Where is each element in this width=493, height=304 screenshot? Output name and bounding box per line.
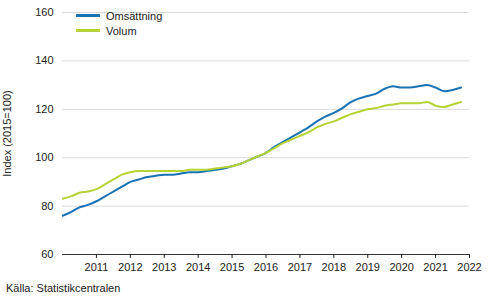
svg-text:2020: 2020 [389,261,413,273]
svg-text:2018: 2018 [322,261,346,273]
svg-text:2022: 2022 [457,261,481,273]
svg-text:2015: 2015 [220,261,244,273]
svg-text:2012: 2012 [118,261,142,273]
svg-text:100: 100 [35,151,53,163]
svg-text:2014: 2014 [186,261,210,273]
svg-text:2017: 2017 [288,261,312,273]
svg-text:80: 80 [41,200,53,212]
svg-text:2019: 2019 [356,261,380,273]
svg-text:60: 60 [41,248,53,260]
svg-text:2021: 2021 [423,261,447,273]
html-text:Volum: Volum [106,24,137,37]
svg-text:2013: 2013 [152,261,176,273]
svg-text:140: 140 [35,54,53,66]
html-text:Omsättning: Omsättning [106,9,163,22]
svg-text:160: 160 [35,6,53,18]
svg-text:120: 120 [35,103,53,115]
svg-text:2016: 2016 [254,261,278,273]
html-text:Källa: Statistikcentralen: Källa: Statistikcentralen [6,282,121,294]
svg-text:Index (2015=100): Index (2015=100) [1,90,13,177]
svg-text:2011: 2011 [85,261,109,273]
